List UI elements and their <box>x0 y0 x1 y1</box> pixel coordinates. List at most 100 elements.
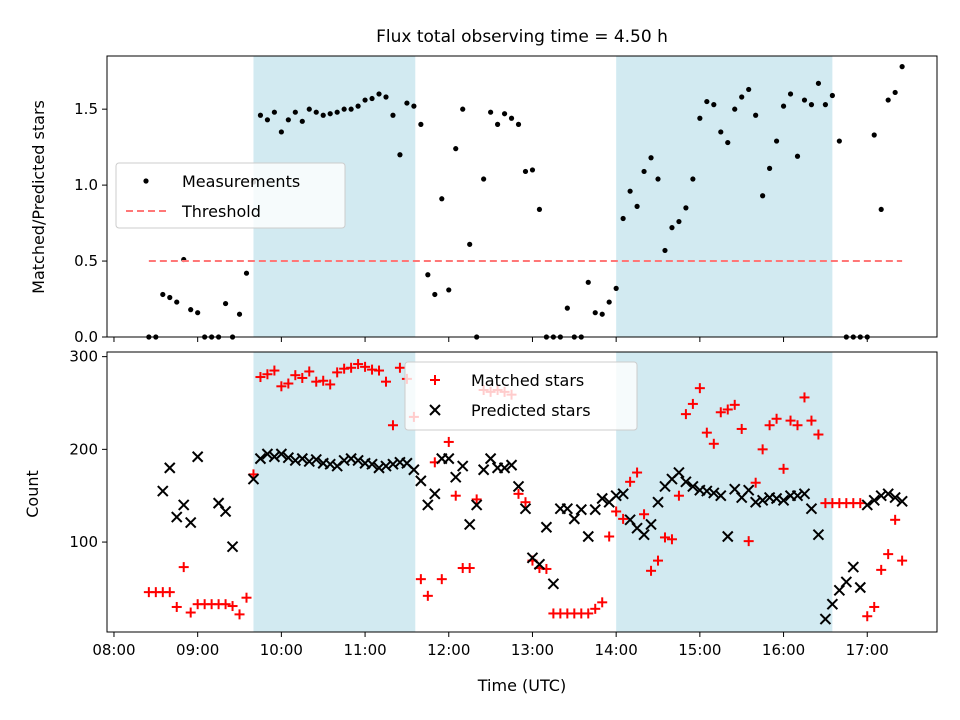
measurement-point <box>808 102 815 108</box>
matched-star-point <box>659 532 670 543</box>
matched-star-point <box>764 420 775 431</box>
predicted-star-point <box>847 561 860 573</box>
matched-star-point <box>415 574 426 585</box>
matched-star-point <box>625 476 636 487</box>
measurement-point <box>222 300 229 307</box>
predicted-star-point <box>680 476 692 488</box>
matched-star-point <box>443 436 454 447</box>
x-tick-label: 16:00 <box>762 641 805 659</box>
predicted-star-point <box>470 499 483 511</box>
predicted-star-point <box>610 490 622 502</box>
predicted-star-point <box>303 455 315 468</box>
measurement-point <box>418 121 424 127</box>
measurement-point <box>599 311 605 317</box>
matched-star-point <box>262 369 273 380</box>
legend-label: Threshold <box>181 202 261 221</box>
matched-star-point <box>785 415 796 426</box>
measurement-point <box>446 287 452 293</box>
predicted-star-point <box>261 448 274 460</box>
matched-star-point <box>220 599 231 610</box>
measurement-point <box>188 307 194 313</box>
measurement-point <box>299 118 305 124</box>
predicted-star-point <box>352 454 364 467</box>
measurement-point <box>327 111 333 117</box>
predicted-star-point <box>373 462 385 474</box>
matched-star-point <box>883 549 894 560</box>
predicted-star-point <box>645 518 657 531</box>
predicted-star-point <box>457 460 469 472</box>
predicted-star-point <box>722 530 734 543</box>
measurement-point <box>285 117 291 123</box>
predicted-star-point <box>673 466 685 479</box>
predicted-star-point <box>889 491 901 504</box>
axes-frame-bottom <box>106 351 938 633</box>
predicted-star-point <box>366 458 378 470</box>
predicted-star-point <box>840 576 853 588</box>
series-bottom-1 <box>157 448 908 625</box>
measurement-point <box>313 109 319 115</box>
matched-star-point <box>450 490 461 501</box>
matched-star-point <box>283 378 294 389</box>
measurement-point <box>739 94 745 100</box>
predicted-star-point <box>422 499 434 511</box>
measurement-point <box>773 138 780 144</box>
measurement-point <box>376 91 382 97</box>
legend-marker-matched <box>430 375 440 385</box>
matched-star-point <box>694 383 705 394</box>
predicted-star-point <box>540 521 553 533</box>
matched-star-point <box>255 372 266 383</box>
predicted-star-point <box>575 503 587 516</box>
predicted-star-point <box>638 528 650 541</box>
x-tick-label: 17:00 <box>846 641 889 659</box>
matched-star-point <box>513 488 524 499</box>
predicted-star-point <box>164 462 176 474</box>
matched-star-point <box>597 597 608 608</box>
matched-star-point <box>227 601 238 612</box>
panel-top: 0.0 0.5 1.0 1.5 Measurements Threshold <box>74 55 938 346</box>
matched-star-point <box>346 362 357 373</box>
measurement-point <box>767 165 773 171</box>
measurement-point <box>494 121 501 127</box>
predicted-star-point <box>708 487 720 499</box>
predicted-star-point <box>882 488 894 500</box>
measurement-point <box>815 80 822 86</box>
matched-star-point <box>290 370 301 381</box>
measurement-point <box>167 294 173 301</box>
predicted-star-point <box>596 492 608 505</box>
predicted-star-point <box>589 503 601 516</box>
measurement-point <box>320 112 326 118</box>
matched-star-point <box>185 607 196 618</box>
matched-star-point <box>799 392 810 403</box>
chart-title: Flux total observing time = 4.50 h <box>376 27 668 47</box>
matched-star-point <box>234 609 245 620</box>
matched-star-point <box>639 509 650 520</box>
measurement-point <box>369 95 375 102</box>
measurement-point <box>536 206 543 213</box>
measurement-point <box>278 129 284 135</box>
legend-label: Matched stars <box>471 371 584 390</box>
measurement-point <box>704 98 710 105</box>
predicted-star-point <box>812 528 825 541</box>
predicted-star-point <box>171 511 183 523</box>
x-tick-label: 10:00 <box>260 641 303 659</box>
predicted-star-point <box>484 452 497 465</box>
predicted-star-point <box>805 502 818 515</box>
matched-star-point <box>241 592 252 603</box>
matched-star-point <box>646 565 657 576</box>
measurement-point <box>822 102 829 108</box>
predicted-star-point <box>184 516 197 529</box>
matched-star-point <box>750 477 761 488</box>
predicted-star-point <box>512 480 525 493</box>
measurement-point <box>760 193 766 199</box>
predicted-star-point <box>505 459 518 471</box>
predicted-star-point <box>756 494 769 507</box>
measurement-point <box>655 176 661 182</box>
measurement-point <box>780 103 787 109</box>
measurement-point <box>648 155 654 161</box>
matched-star-point <box>792 420 803 431</box>
measurement-point <box>585 279 591 285</box>
predicted-star-point <box>568 513 581 525</box>
measurement-point <box>439 196 445 202</box>
measurement-point <box>634 203 640 209</box>
legend-box <box>115 162 346 229</box>
